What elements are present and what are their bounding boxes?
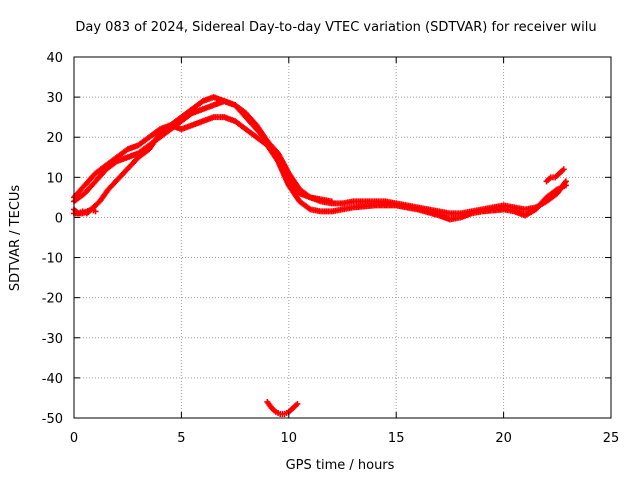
data-point-marker	[560, 166, 567, 173]
x-tick-label: 20	[495, 431, 512, 446]
y-tick-label: 10	[46, 171, 63, 186]
axis-ticks: 0 5 10 15 20 25 -50 -40 -30 -20 -10 0 10 20 30 40	[42, 51, 620, 446]
y-tick-label: 20	[46, 131, 63, 146]
x-tick-label: 25	[603, 431, 620, 446]
data-point-marker	[92, 208, 99, 215]
y-tick-label: 0	[55, 211, 63, 226]
y-tick-label: -10	[42, 252, 63, 267]
y-tick-label: -50	[42, 412, 63, 427]
x-tick-label: 5	[177, 431, 185, 446]
y-tick-label: 40	[46, 51, 63, 66]
x-axis-label: GPS time / hours	[286, 458, 395, 473]
x-tick-label: 0	[70, 431, 78, 446]
series-late-fragment	[543, 166, 567, 185]
series-group	[71, 94, 569, 417]
y-tick-label: -20	[42, 292, 63, 307]
series-lower-branch	[71, 114, 569, 223]
plot-frame	[73, 56, 612, 419]
grid	[74, 57, 611, 418]
data-point-marker	[562, 182, 569, 189]
y-tick-label: -30	[42, 332, 63, 347]
x-tick-label: 15	[388, 431, 405, 446]
y-tick-label: -40	[42, 372, 63, 387]
data-point-marker	[294, 400, 301, 407]
series-middle-branch	[71, 98, 569, 217]
series-early-fragment	[71, 206, 99, 217]
chart-title: Day 083 of 2024, Sidereal Day-to-day VTE…	[75, 20, 596, 35]
x-tick-label: 10	[281, 431, 298, 446]
y-axis-label: SDTVAR / TECUs	[8, 185, 23, 292]
y-tick-label: 30	[46, 91, 63, 106]
series-outlier-arc	[264, 398, 301, 417]
